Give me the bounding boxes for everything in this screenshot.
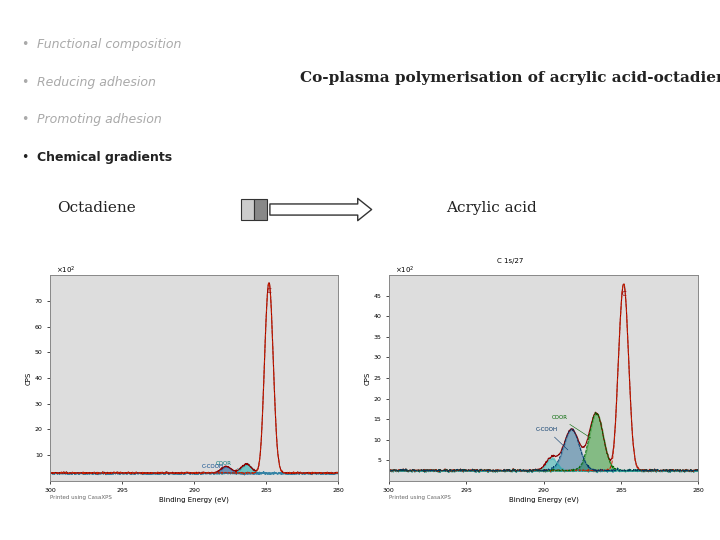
Text: Acrylic acid: Acrylic acid — [446, 201, 537, 215]
Text: C-COOH: C-COOH — [536, 427, 568, 450]
Y-axis label: CPS: CPS — [26, 372, 32, 384]
Text: Chemical gradients: Chemical gradients — [37, 151, 173, 164]
Text: •: • — [22, 38, 29, 51]
Text: •: • — [22, 113, 29, 126]
X-axis label: Binding Energy (eV): Binding Energy (eV) — [508, 496, 579, 503]
Text: Printed using CasaXPS: Printed using CasaXPS — [50, 496, 112, 501]
Text: Promoting adhesion: Promoting adhesion — [37, 113, 162, 126]
Text: $\times 10^2$: $\times 10^2$ — [56, 265, 76, 276]
Text: C 1s/27: C 1s/27 — [497, 258, 523, 264]
Text: Octadiene: Octadiene — [58, 201, 136, 215]
Text: C-COOH: C-COOH — [202, 464, 226, 473]
Text: COOR: COOR — [216, 461, 240, 470]
Text: Functional composition: Functional composition — [37, 38, 182, 51]
Text: C: C — [267, 288, 271, 294]
Text: Printed using CasaXPS: Printed using CasaXPS — [389, 496, 451, 501]
Text: C: C — [622, 291, 626, 297]
FancyArrowPatch shape — [270, 198, 372, 221]
Text: COOR: COOR — [552, 415, 591, 438]
Bar — [254, 199, 267, 220]
Text: Co-plasma polymerisation of acrylic acid-octadiene: Co-plasma polymerisation of acrylic acid… — [300, 71, 720, 85]
X-axis label: Binding Energy (eV): Binding Energy (eV) — [159, 496, 230, 503]
Bar — [241, 199, 254, 220]
Text: $\times 10^2$: $\times 10^2$ — [395, 265, 415, 276]
Text: •: • — [22, 76, 29, 89]
Y-axis label: CPS: CPS — [364, 372, 371, 384]
Text: •: • — [22, 151, 29, 164]
Text: Reducing adhesion: Reducing adhesion — [37, 76, 156, 89]
